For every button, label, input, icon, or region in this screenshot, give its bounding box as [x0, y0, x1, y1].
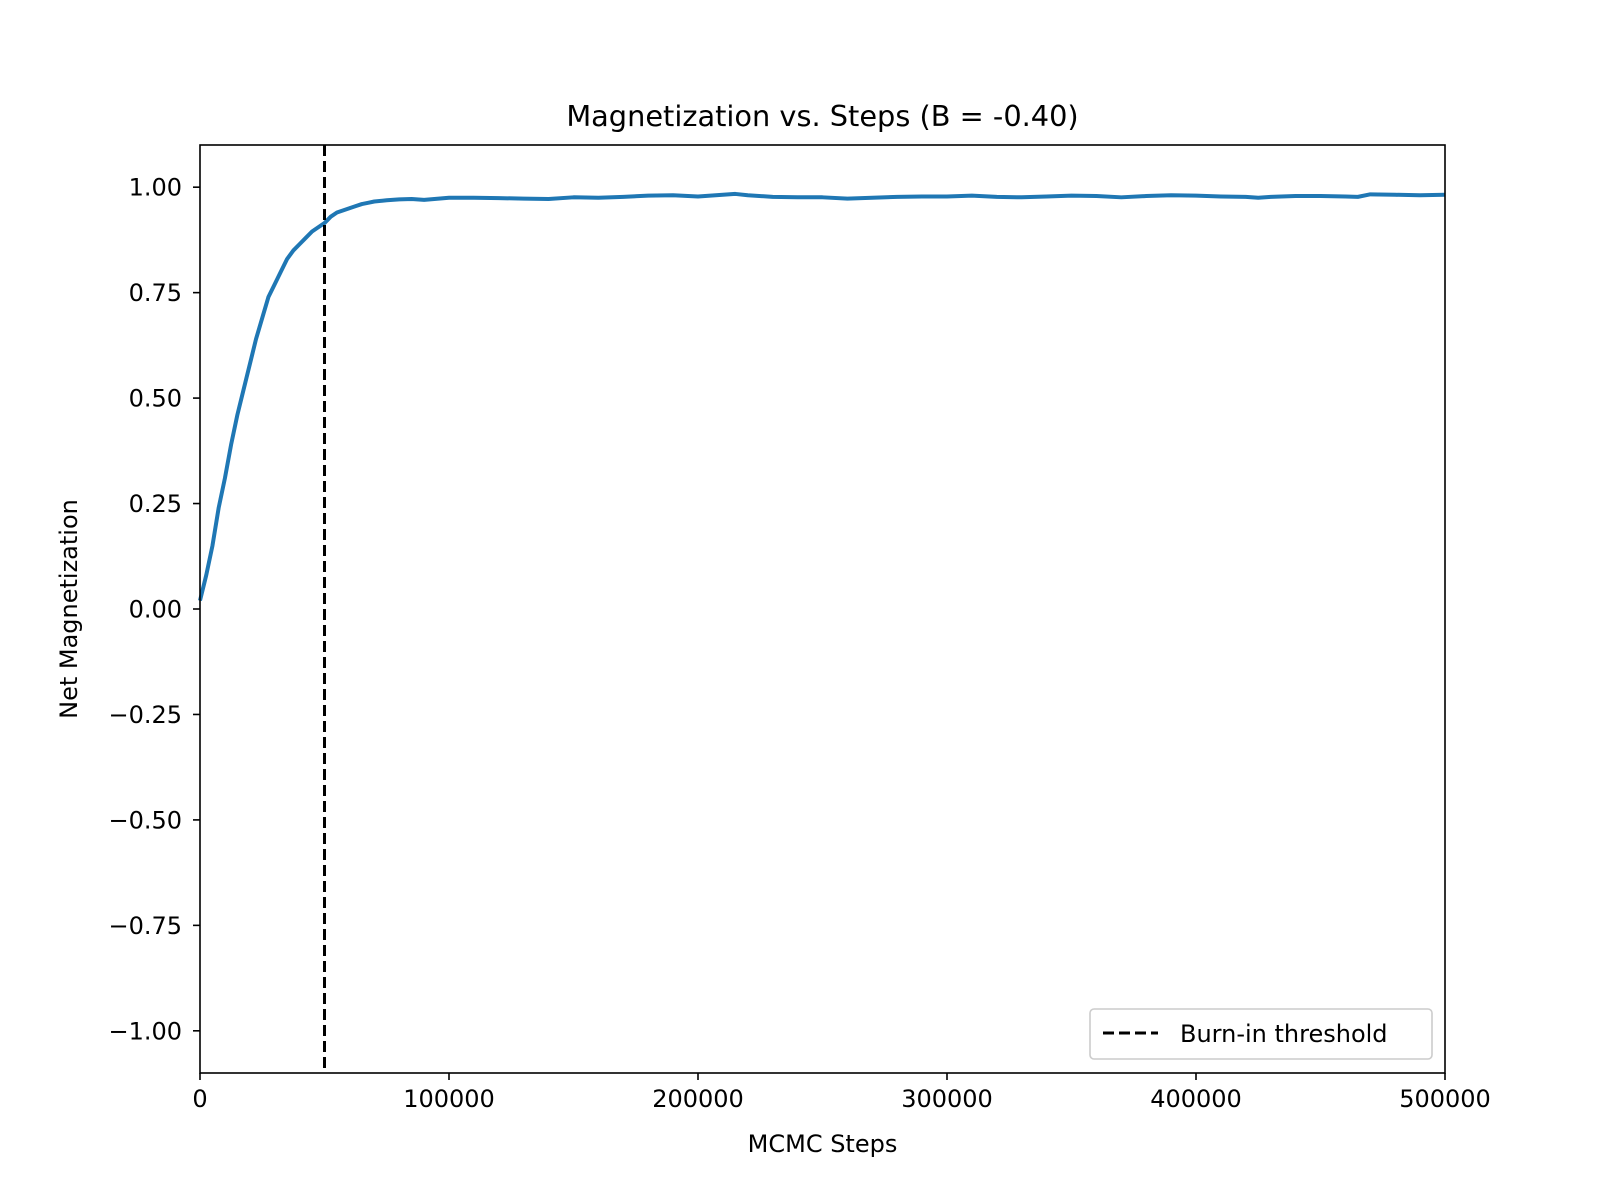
legend-burn-in-label: Burn-in threshold — [1180, 1020, 1388, 1048]
y-tick-label: −0.25 — [108, 701, 182, 729]
y-tick-label: 0.50 — [129, 385, 182, 413]
x-tick-label: 400000 — [1150, 1085, 1242, 1113]
y-tick-label: −0.75 — [108, 912, 182, 940]
legend: Burn-in threshold — [1089, 1008, 1433, 1060]
plot-area — [198, 145, 1446, 1073]
y-tick-label: 0.00 — [129, 596, 182, 624]
x-tick-label: 500000 — [1399, 1085, 1491, 1113]
chart-title: Magnetization vs. Steps (B = -0.40) — [566, 99, 1078, 133]
axis-ticks: 0 100000 200000 300000 400000 500000 −1.00 −0.7… — [108, 174, 1490, 1113]
y-tick-label: −1.00 — [108, 1017, 182, 1045]
x-tick-label: 100000 — [403, 1085, 495, 1113]
x-axis-label: MCMC Steps — [748, 1130, 898, 1158]
series-line-0 — [198, 191, 1446, 602]
y-tick-label: 0.75 — [129, 279, 182, 307]
y-tick-label: 0.25 — [129, 490, 182, 518]
y-tick-label: −0.50 — [108, 806, 182, 834]
x-tick-label: 300000 — [901, 1085, 993, 1113]
legend-box — [1089, 1008, 1433, 1060]
y-tick-label: 1.00 — [129, 174, 182, 202]
axes-frame — [199, 144, 1446, 1074]
y-axis-label: Net Magnetization — [55, 499, 83, 719]
x-tick-label: 0 — [192, 1085, 207, 1113]
x-tick-label: 200000 — [652, 1085, 744, 1113]
